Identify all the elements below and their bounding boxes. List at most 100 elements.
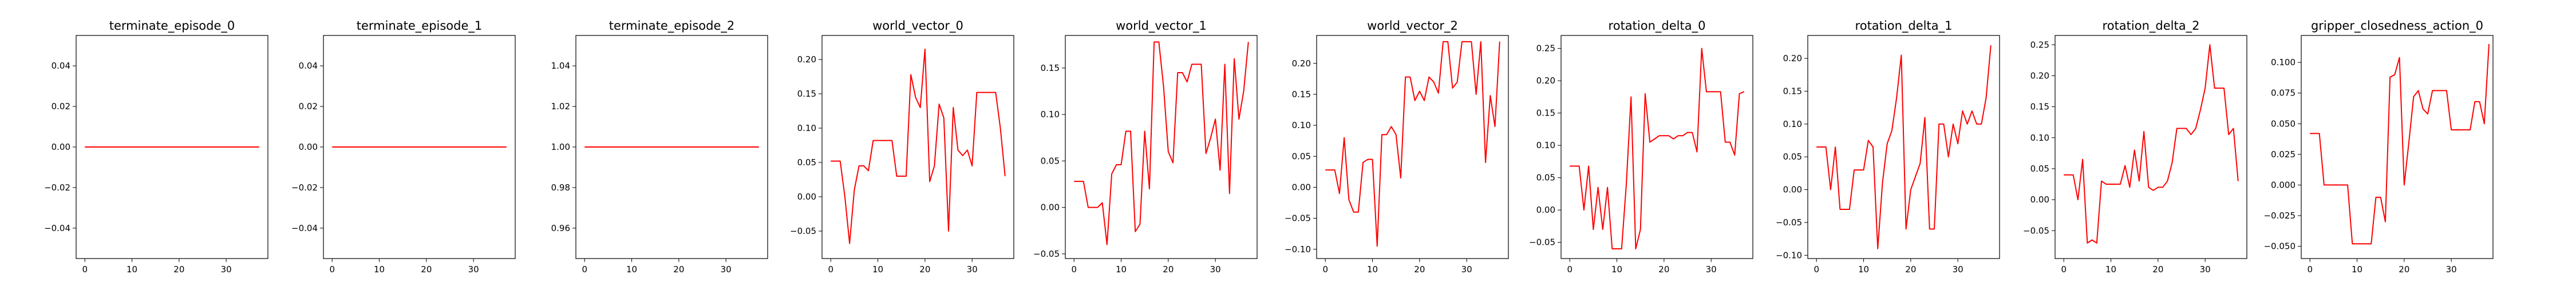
y-tick-label: 0.25 bbox=[2030, 39, 2049, 50]
x-tick-label: 30 bbox=[721, 264, 732, 275]
y-tick-label: 0.10 bbox=[1536, 140, 1555, 150]
plot-frame bbox=[1560, 35, 1753, 259]
x-tick-label: 20 bbox=[1905, 264, 1916, 275]
y-tick-label: −0.05 bbox=[1033, 249, 1060, 259]
y-tick-label: 0.00 bbox=[1783, 185, 1802, 195]
y-tick-label: 0.02 bbox=[299, 101, 318, 112]
y-tick-label: −0.05 bbox=[2023, 225, 2049, 236]
y-tick-label: 0.02 bbox=[52, 101, 70, 112]
chart-panel: world_vector_2 0 10 20 30 −0.10 −0.05 0.00 0.05 0… bbox=[1285, 19, 1509, 275]
x-tick-label: 20 bbox=[2399, 264, 2409, 275]
chart-panel: terminate_episode_1 0 10 20 30 −0.04 −0.02 0.00… bbox=[291, 19, 516, 275]
y-tick-label: −0.04 bbox=[291, 223, 318, 233]
plot-frame bbox=[323, 35, 516, 259]
plot-frame bbox=[821, 35, 1014, 259]
y-tick-label: 0.00 bbox=[299, 142, 318, 152]
y-tick-label: 0.00 bbox=[1292, 182, 1311, 192]
y-tick-label: 0.10 bbox=[1041, 109, 1060, 120]
y-tick-label: 0.15 bbox=[1292, 89, 1311, 100]
x-tick-label: 0 bbox=[329, 264, 335, 275]
y-tick-label: 0.96 bbox=[551, 223, 570, 233]
chart-title: terminate_episode_0 bbox=[109, 19, 235, 33]
x-tick-label: 0 bbox=[82, 264, 88, 275]
chart-title: rotation_delta_1 bbox=[1855, 19, 1953, 33]
y-tick-label: 0.20 bbox=[1292, 58, 1311, 69]
y-tick-label: 0.05 bbox=[1536, 173, 1555, 183]
x-tick-label: 10 bbox=[127, 264, 137, 275]
plot-frame bbox=[2055, 35, 2247, 259]
x-tick-label: 20 bbox=[919, 264, 930, 275]
x-tick-label: 10 bbox=[2105, 264, 2116, 275]
plot-frame bbox=[1807, 35, 2000, 259]
x-tick-label: 10 bbox=[872, 264, 883, 275]
x-tick-label: 20 bbox=[1163, 264, 1174, 275]
plot-frame bbox=[2301, 35, 2494, 259]
series-line bbox=[1325, 41, 1500, 247]
x-tick-label: 30 bbox=[221, 264, 232, 275]
x-tick-label: 0 bbox=[1322, 264, 1328, 275]
y-tick-label: −0.05 bbox=[1529, 237, 1555, 248]
x-tick-label: 30 bbox=[1706, 264, 1717, 275]
y-tick-label: 0.04 bbox=[52, 61, 70, 71]
y-tick-label: −0.05 bbox=[1776, 217, 1802, 228]
chart-panel: rotation_delta_0 0 10 20 30 −0.05 0.00 0.05 0.10… bbox=[1529, 19, 1753, 275]
y-tick-label: −0.05 bbox=[790, 226, 816, 236]
y-tick-label: 0.20 bbox=[1536, 76, 1555, 86]
chart-panel: gripper_closedness_action_0 0 10 20 30 −0.050… bbox=[2263, 19, 2494, 275]
x-tick-label: 30 bbox=[1210, 264, 1221, 275]
y-tick-label: −0.02 bbox=[291, 182, 318, 193]
x-tick-label: 10 bbox=[1611, 264, 1622, 275]
x-tick-label: 10 bbox=[1116, 264, 1127, 275]
y-tick-label: −0.10 bbox=[1776, 250, 1802, 260]
x-tick-label: 30 bbox=[468, 264, 479, 275]
x-tick-label: 10 bbox=[374, 264, 385, 275]
y-tick-label: 0.00 bbox=[2030, 194, 2049, 205]
y-tick-label: 0.04 bbox=[299, 61, 318, 71]
chart-title: world_vector_1 bbox=[1116, 19, 1207, 33]
chart-panel: terminate_episode_2 0 10 20 30 0.96 0.98 1.00 1.… bbox=[551, 19, 768, 275]
x-tick-label: 0 bbox=[1071, 264, 1077, 275]
y-tick-label: 0.00 bbox=[1536, 205, 1555, 215]
series-line bbox=[2310, 43, 2490, 245]
chart-title: world_vector_0 bbox=[872, 19, 963, 33]
chart-panel: world_vector_1 0 10 20 30 −0.05 0.00 0.05 0.10 0.… bbox=[1033, 19, 1258, 275]
series-line bbox=[1816, 45, 1992, 249]
y-tick-label: 0.00 bbox=[52, 142, 70, 152]
y-tick-label: 0.05 bbox=[2030, 164, 2049, 174]
chart-panel: rotation_delta_2 0 10 20 30 −0.05 0.00 0.05 0.10… bbox=[2023, 19, 2247, 275]
y-tick-label: −0.05 bbox=[1285, 213, 1311, 224]
plot-frame bbox=[76, 35, 268, 259]
x-tick-label: 20 bbox=[673, 264, 684, 275]
y-tick-label: 0.10 bbox=[2030, 133, 2049, 143]
x-tick-label: 30 bbox=[967, 264, 978, 275]
y-tick-label: 0.15 bbox=[1536, 108, 1555, 118]
x-tick-label: 30 bbox=[2200, 264, 2211, 275]
y-tick-label: 0.100 bbox=[2271, 57, 2296, 67]
y-tick-label: 0.05 bbox=[1292, 151, 1311, 161]
y-tick-label: −0.025 bbox=[2263, 210, 2296, 221]
x-tick-label: 20 bbox=[1414, 264, 1425, 275]
series-line bbox=[1570, 47, 1745, 250]
series-line bbox=[2064, 44, 2239, 244]
y-tick-label: 0.10 bbox=[797, 123, 816, 133]
x-tick-label: 10 bbox=[1858, 264, 1869, 275]
y-tick-label: −0.050 bbox=[2263, 241, 2296, 252]
y-tick-label: 0.20 bbox=[2030, 70, 2049, 81]
plot-frame bbox=[575, 35, 768, 259]
plot-frame bbox=[1316, 35, 1509, 259]
y-tick-label: 0.98 bbox=[551, 182, 570, 193]
chart-title: gripper_closedness_action_0 bbox=[2311, 19, 2483, 33]
plot-frame bbox=[1065, 35, 1258, 259]
y-tick-label: 1.00 bbox=[551, 142, 570, 152]
y-tick-label: 1.04 bbox=[551, 61, 570, 71]
x-tick-label: 30 bbox=[1953, 264, 1963, 275]
y-tick-label: 0.15 bbox=[1041, 63, 1060, 73]
x-tick-label: 20 bbox=[421, 264, 432, 275]
x-tick-label: 10 bbox=[1367, 264, 1378, 275]
x-tick-label: 30 bbox=[2446, 264, 2457, 275]
y-tick-label: 0.05 bbox=[1783, 152, 1802, 162]
y-tick-label: 0.15 bbox=[797, 89, 816, 99]
y-tick-label: −0.04 bbox=[44, 223, 70, 233]
